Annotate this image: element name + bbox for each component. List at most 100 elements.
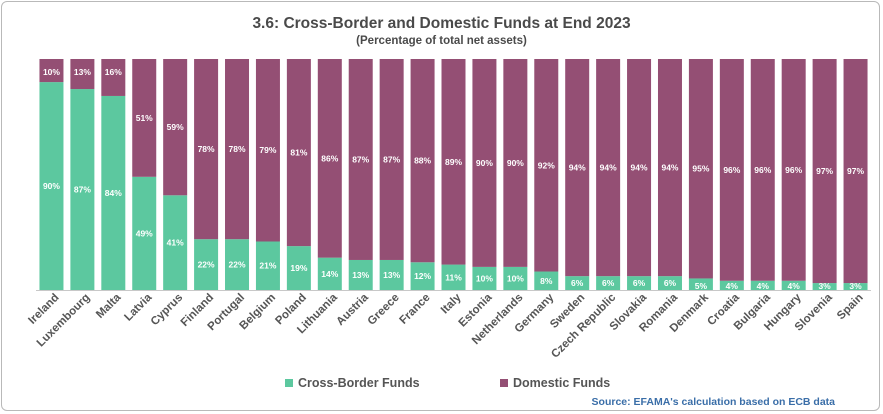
bar-cross-border-finland — [194, 239, 219, 290]
chart-subtitle: (Percentage of total net assets) — [356, 35, 527, 47]
data-label-cross-border-croatia: 4% — [726, 281, 739, 291]
data-label-domestic-austria: 87% — [352, 154, 369, 164]
data-label-domestic-spain: 97% — [847, 166, 864, 176]
bar-domestic-italy — [441, 59, 466, 265]
bar-domestic-greece — [379, 59, 404, 260]
bar-cross-border-sweden — [565, 276, 590, 290]
data-label-cross-border-netherlands: 10% — [507, 273, 524, 283]
data-label-domestic-netherlands: 90% — [507, 158, 524, 168]
bar-cross-border-slovakia — [627, 276, 652, 290]
data-label-domestic-poland: 81% — [290, 148, 307, 158]
legend-label-cross-border: Cross-Border Funds — [298, 376, 420, 390]
bar-cross-border-poland — [286, 246, 311, 290]
bar-domestic-portugal — [225, 59, 250, 240]
bar-domestic-romania — [657, 59, 682, 277]
data-label-cross-border-luxembourg: 87% — [74, 185, 91, 195]
bar-cross-border-germany — [534, 271, 559, 290]
bar-cross-border-romania — [657, 276, 682, 290]
data-label-cross-border-spain: 3% — [849, 281, 862, 291]
data-label-domestic-lithuania: 86% — [321, 153, 338, 163]
bar-domestic-austria — [348, 59, 373, 260]
bar-cross-border-malta — [101, 95, 126, 291]
data-label-cross-border-latvia: 49% — [136, 228, 153, 238]
data-label-domestic-portugal: 78% — [229, 144, 246, 154]
source-note: Source: EFAMA's calculation based on ECB… — [591, 396, 835, 408]
x-tick-label-greece: Greece — [366, 292, 402, 328]
data-label-cross-border-greece: 13% — [383, 270, 400, 280]
bar-cross-border-netherlands — [503, 266, 528, 290]
bar-domestic-poland — [286, 59, 311, 247]
bar-cross-border-luxembourg — [70, 89, 95, 290]
bar-cross-border-bulgaria — [750, 280, 775, 290]
legend-swatch-domestic — [500, 379, 508, 387]
x-tick-label-austria: Austria — [334, 291, 371, 328]
data-label-domestic-finland: 78% — [198, 144, 215, 154]
data-label-cross-border-cyprus: 41% — [167, 238, 184, 248]
bar-domestic-lithuania — [317, 59, 342, 258]
data-label-cross-border-finland: 22% — [198, 260, 215, 270]
data-label-cross-border-italy: 11% — [445, 272, 462, 282]
data-label-cross-border-austria: 13% — [352, 270, 369, 280]
data-label-domestic-belgium: 79% — [259, 145, 276, 155]
legend-label-domestic: Domestic Funds — [513, 376, 611, 390]
data-label-domestic-france: 88% — [414, 156, 431, 166]
data-label-cross-border-belgium: 21% — [259, 261, 276, 271]
bar-cross-border-croatia — [719, 280, 744, 290]
data-label-domestic-latvia: 51% — [136, 113, 153, 123]
data-label-cross-border-estonia: 10% — [476, 273, 493, 283]
bar-cross-border-belgium — [255, 241, 280, 290]
bar-domestic-finland — [194, 59, 219, 240]
data-label-cross-border-sweden: 6% — [571, 278, 584, 288]
data-label-cross-border-denmark: 5% — [695, 281, 708, 291]
bar-domestic-germany — [534, 59, 559, 272]
bar-domestic-ireland — [39, 59, 64, 83]
bar-cross-border-portugal — [225, 239, 250, 290]
bar-domestic-slovenia — [812, 59, 837, 284]
data-label-cross-border-bulgaria: 4% — [757, 281, 770, 291]
data-label-domestic-slovenia: 97% — [816, 166, 833, 176]
bar-cross-border-france — [410, 262, 435, 290]
data-label-domestic-ireland: 10% — [43, 67, 60, 77]
bar-cross-border-slovenia — [812, 283, 837, 290]
data-label-domestic-greece: 87% — [383, 154, 400, 164]
bar-cross-border-hungary — [781, 280, 806, 290]
bar-cross-border-czech-republic — [596, 276, 621, 290]
legend-item-cross-border: Cross-Border Funds — [285, 376, 420, 390]
bar-domestic-denmark — [688, 59, 713, 279]
bar-domestic-malta — [101, 59, 126, 96]
data-label-domestic-malta: 16% — [105, 67, 122, 77]
data-label-cross-border-lithuania: 14% — [321, 269, 338, 279]
bar-cross-border-denmark — [688, 278, 713, 290]
bar-cross-border-estonia — [472, 266, 497, 290]
bar-domestic-france — [410, 59, 435, 263]
bar-domestic-sweden — [565, 59, 590, 277]
x-tick-label-france: France — [398, 292, 433, 327]
bar-cross-border-greece — [379, 259, 404, 290]
data-label-domestic-hungary: 96% — [785, 165, 802, 175]
data-label-cross-border-czech-republic: 6% — [602, 278, 615, 288]
bar-domestic-luxembourg — [70, 59, 95, 90]
bar-domestic-estonia — [472, 59, 497, 267]
data-label-cross-border-slovenia: 3% — [818, 281, 831, 291]
bar-cross-border-cyprus — [163, 195, 188, 290]
x-tick-label-malta: Malta — [94, 291, 124, 321]
bar-domestic-latvia — [132, 59, 157, 177]
data-label-domestic-italy: 89% — [445, 157, 462, 167]
legend-item-domestic: Domestic Funds — [500, 376, 610, 390]
bar-cross-border-italy — [441, 264, 466, 290]
data-label-domestic-estonia: 90% — [476, 158, 493, 168]
x-tick-label-italy: Italy — [439, 291, 464, 316]
data-label-cross-border-malta: 84% — [105, 188, 122, 198]
bar-domestic-slovakia — [627, 59, 652, 277]
bar-domestic-cyprus — [163, 59, 188, 196]
bar-domestic-belgium — [255, 59, 280, 242]
bar-cross-border-spain — [843, 283, 868, 290]
data-label-cross-border-poland: 19% — [290, 263, 307, 273]
bar-cross-border-latvia — [132, 176, 157, 290]
data-label-domestic-czech-republic: 94% — [600, 163, 617, 173]
data-label-cross-border-germany: 8% — [540, 276, 553, 286]
bar-domestic-bulgaria — [750, 59, 775, 281]
data-label-domestic-luxembourg: 13% — [74, 67, 91, 77]
bar-cross-border-austria — [348, 259, 373, 290]
data-label-cross-border-ireland: 90% — [43, 181, 60, 191]
